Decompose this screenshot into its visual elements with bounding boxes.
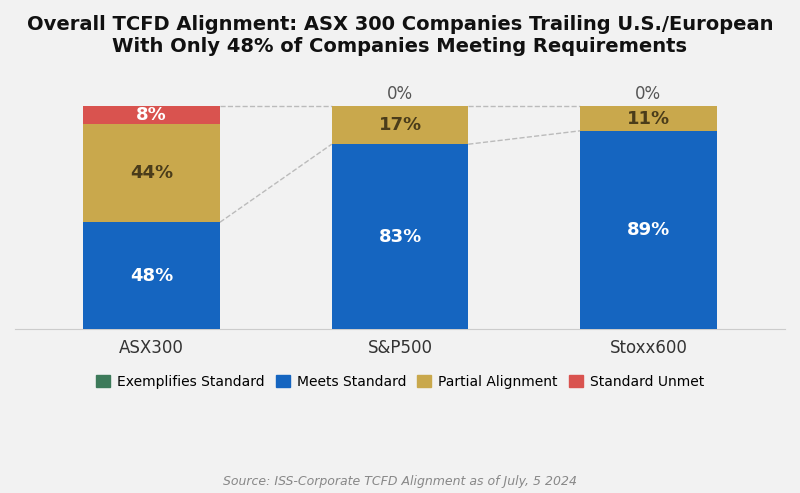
Text: 17%: 17%	[378, 116, 422, 134]
Text: 48%: 48%	[130, 267, 174, 285]
Bar	[83, 222, 220, 329]
Text: 83%: 83%	[378, 228, 422, 246]
Bar	[580, 106, 717, 131]
Bar	[332, 106, 468, 144]
Bar	[83, 106, 220, 124]
Text: 0%: 0%	[635, 85, 662, 103]
Text: 11%: 11%	[627, 109, 670, 128]
Legend: Exemplifies Standard, Meets Standard, Partial Alignment, Standard Unmet: Exemplifies Standard, Meets Standard, Pa…	[90, 369, 710, 394]
Text: 89%: 89%	[626, 221, 670, 239]
Text: Source: ISS-Corporate TCFD Alignment as of July, 5 2024: Source: ISS-Corporate TCFD Alignment as …	[223, 475, 577, 488]
Bar	[580, 131, 717, 329]
Text: 44%: 44%	[130, 164, 173, 182]
Text: 8%: 8%	[136, 106, 167, 124]
Bar	[332, 144, 468, 329]
Title: Overall TCFD Alignment: ASX 300 Companies Trailing U.S./European
With Only 48% o: Overall TCFD Alignment: ASX 300 Companie…	[26, 15, 774, 56]
Text: 0%: 0%	[387, 85, 413, 103]
Bar	[83, 124, 220, 222]
